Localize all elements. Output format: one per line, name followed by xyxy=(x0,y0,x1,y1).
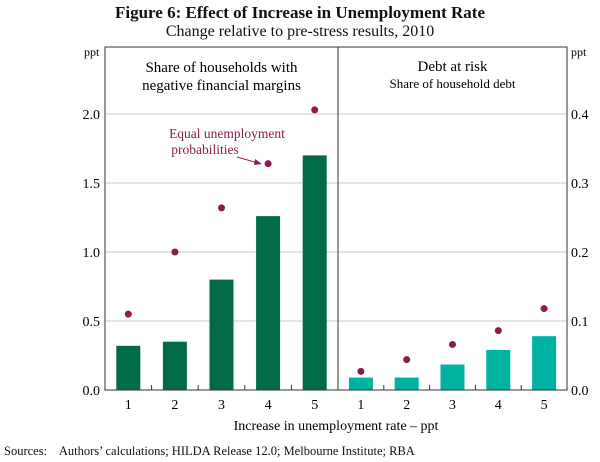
sources-note: Sources: Authors’ calculations; HILDA Re… xyxy=(4,444,415,458)
annotation-line1: Equal unemployment xyxy=(169,126,285,141)
x-tick-label: 5 xyxy=(311,398,318,413)
bar xyxy=(532,336,557,390)
bar xyxy=(209,279,234,390)
data-point xyxy=(449,340,456,348)
data-point xyxy=(357,367,365,375)
x-tick-label: 3 xyxy=(218,398,225,413)
bar xyxy=(162,341,187,390)
chart-title: Figure 6: Effect of Increase in Unemploy… xyxy=(115,3,485,22)
y-tick-label: 2.0 xyxy=(83,108,101,123)
bar xyxy=(302,155,327,390)
panel-title: Share of household debt xyxy=(389,76,515,91)
y-tick-label: 0.0 xyxy=(571,384,589,399)
annotation-line2: probabilities xyxy=(171,142,239,157)
y-tick-label: 1.5 xyxy=(83,177,101,192)
bar xyxy=(116,345,141,390)
data-point xyxy=(218,204,225,212)
y-tick-label: 0.5 xyxy=(83,315,101,330)
x-tick-label: 1 xyxy=(357,398,364,413)
x-tick-label: 3 xyxy=(449,398,456,413)
data-point xyxy=(311,106,319,114)
x-axis-label: Increase in unemployment rate – ppt xyxy=(234,419,439,434)
data-point xyxy=(540,305,548,313)
data-point xyxy=(264,160,272,168)
data-point xyxy=(171,248,179,256)
y-tick-label: 0.2 xyxy=(571,246,589,261)
data-point xyxy=(403,356,411,364)
x-tick-label: 4 xyxy=(495,398,502,413)
bar xyxy=(348,377,373,390)
x-tick-label: 2 xyxy=(171,398,178,413)
panel-title: Share of households with xyxy=(145,60,298,76)
bar xyxy=(394,377,419,390)
bar xyxy=(256,216,281,390)
panel-title: negative financial margins xyxy=(142,78,301,94)
data-point xyxy=(494,327,502,335)
y-axis-unit: ppt xyxy=(84,45,100,59)
chart-subtitle: Change relative to pre-stress results, 2… xyxy=(165,23,435,40)
x-tick-label: 4 xyxy=(265,398,272,413)
y-tick-label: 0.4 xyxy=(571,108,589,123)
data-point xyxy=(124,310,132,318)
y-tick-label: 1.0 xyxy=(83,246,101,261)
bar xyxy=(440,364,465,390)
y-axis-unit: ppt xyxy=(571,45,587,59)
x-tick-label: 5 xyxy=(541,398,548,413)
bar xyxy=(486,349,511,390)
y-tick-label: 0.3 xyxy=(571,177,589,192)
y-tick-label: 0.0 xyxy=(83,384,101,399)
x-tick-label: 2 xyxy=(403,398,410,413)
arrowhead-icon xyxy=(254,159,262,165)
x-tick-label: 1 xyxy=(125,398,132,413)
y-tick-label: 0.1 xyxy=(571,315,589,330)
panel-title: Debt at risk xyxy=(418,59,488,75)
plot-frame xyxy=(104,46,568,391)
